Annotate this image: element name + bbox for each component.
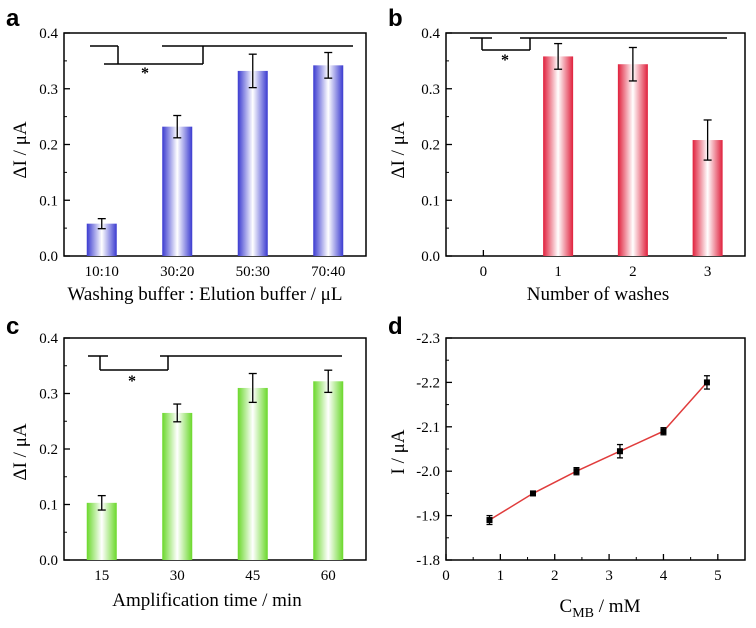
y-tick-label-d: -2.3 bbox=[416, 331, 440, 347]
bar-c bbox=[162, 412, 193, 560]
y-tick-label-a: 0.1 bbox=[39, 193, 58, 209]
x-axis-label-b: Number of washes bbox=[527, 284, 669, 305]
data-point-d bbox=[616, 448, 623, 455]
y-tick-label-c: 0.3 bbox=[39, 387, 58, 403]
y-tick-label-c: 0.2 bbox=[39, 442, 58, 458]
plot-frame-d bbox=[445, 337, 746, 561]
significance-bracket-c bbox=[88, 355, 342, 371]
plot-area-a: 0.0 0.1 0.2 0.3 0.4 10:10 30:20 50:30 70:40 bbox=[39, 26, 367, 280]
bar-c bbox=[237, 387, 268, 560]
y-tick-label-b: 0.1 bbox=[421, 193, 440, 209]
x-axis-label-a: Washing buffer : Elution buffer / μL bbox=[68, 284, 343, 305]
y-tick-label-b: 0.2 bbox=[421, 138, 440, 154]
x-tick-label-b: 2 bbox=[629, 264, 637, 280]
plot-area-d: 0 1 2 3 4 5 -1.8 -1.9 -2.0 -2.1 -2.2 -2.3 bbox=[416, 331, 746, 584]
panel-letter-a: a bbox=[6, 5, 20, 32]
series-line-d bbox=[489, 381, 708, 521]
x-tick-label-a: 30:20 bbox=[160, 264, 194, 280]
y-tick-label-d: -2.1 bbox=[416, 420, 440, 436]
y-tick-label-a: 0.3 bbox=[39, 82, 58, 98]
panel-letter-c: c bbox=[6, 313, 19, 340]
x-tick-label-b: 0 bbox=[480, 264, 488, 280]
bar-a bbox=[237, 70, 268, 256]
panel-letter-d: d bbox=[388, 313, 403, 340]
significance-bracket-a bbox=[90, 45, 353, 65]
y-tick-label-d: -2.0 bbox=[416, 464, 440, 480]
panel-letter-b: b bbox=[388, 5, 403, 32]
plot-area-b: 0.0 0.1 0.2 0.3 0.4 0 1 2 3 bbox=[421, 26, 746, 280]
x-tick-label-c: 45 bbox=[245, 568, 260, 584]
y-tick-label-d: -1.8 bbox=[416, 553, 440, 569]
panel-b: b ΔI / μA Number of washes * 0.00.10.20.… bbox=[388, 5, 746, 305]
data-point-d bbox=[703, 379, 710, 386]
x-tick-label-d: 5 bbox=[714, 568, 722, 584]
x-tick-label-a: 70:40 bbox=[311, 264, 345, 280]
y-axis-label-c: ΔI / μA bbox=[10, 423, 31, 481]
significance-star-a: * bbox=[141, 65, 149, 82]
x-tick-label-c: 15 bbox=[94, 568, 109, 584]
x-tick-label-b: 3 bbox=[704, 264, 712, 280]
x-tick-label-d: 4 bbox=[660, 568, 668, 584]
significance-star-c: * bbox=[128, 373, 136, 390]
panel-c: c ΔI / μA Amplification time / min * 0.0… bbox=[6, 313, 367, 611]
data-point-d bbox=[529, 490, 536, 497]
x-tick-label-a: 10:10 bbox=[85, 264, 119, 280]
bar-b bbox=[543, 56, 574, 256]
x-tick-label-d: 2 bbox=[551, 568, 559, 584]
bar-c bbox=[86, 502, 117, 560]
significance-bracket-b bbox=[470, 37, 727, 51]
y-tick-label-b: 0.3 bbox=[421, 82, 440, 98]
x-axis-label-c: Amplification time / min bbox=[112, 590, 302, 611]
x-tick-label-b: 1 bbox=[554, 264, 562, 280]
plot-area-c: 0.0 0.1 0.2 0.3 0.4 15 30 45 60 bbox=[39, 331, 367, 584]
x-axis-label-d: CMB / mM bbox=[560, 596, 641, 621]
y-tick-label-c: 0.0 bbox=[39, 553, 58, 569]
x-tick-label-d: 1 bbox=[497, 568, 505, 584]
x-tick-label-c: 60 bbox=[321, 568, 336, 584]
bar-b bbox=[617, 64, 648, 256]
x-tick-label-c: 30 bbox=[170, 568, 185, 584]
data-point-d bbox=[660, 428, 667, 435]
data-point-d bbox=[486, 517, 493, 524]
y-tick-label-d: -2.2 bbox=[416, 375, 440, 391]
y-tick-label-d: -1.9 bbox=[416, 509, 440, 525]
x-tick-label-d: 0 bbox=[442, 568, 450, 584]
bar-a bbox=[313, 65, 344, 257]
y-tick-label-a: 0.2 bbox=[39, 138, 58, 154]
panel-d: d I / μA CMB / mM 0 1 2 3 4 5 -1.8 -1.9 -2.0 -2.1… bbox=[388, 313, 746, 621]
y-axis-label-b: ΔI / μA bbox=[388, 121, 409, 179]
y-tick-label-c: 0.1 bbox=[39, 498, 58, 514]
bar-c bbox=[313, 381, 344, 560]
x-tick-label-a: 50:30 bbox=[236, 264, 270, 280]
y-tick-label-c: 0.4 bbox=[39, 331, 58, 347]
significance-star-b: * bbox=[501, 52, 509, 69]
y-axis-label-a: ΔI / μA bbox=[10, 121, 31, 179]
y-tick-label-a: 0.0 bbox=[39, 249, 58, 265]
y-axis-label-d: I / μA bbox=[388, 429, 409, 474]
y-tick-label-b: 0.0 bbox=[421, 249, 440, 265]
bar-a bbox=[162, 126, 193, 256]
y-tick-label-a: 0.4 bbox=[39, 26, 58, 42]
data-point-d bbox=[573, 468, 580, 475]
x-tick-label-d: 3 bbox=[605, 568, 613, 584]
panel-a: a ΔI / μA Washing buffer : Elution buffe… bbox=[6, 5, 367, 305]
y-tick-label-b: 0.4 bbox=[421, 26, 440, 42]
